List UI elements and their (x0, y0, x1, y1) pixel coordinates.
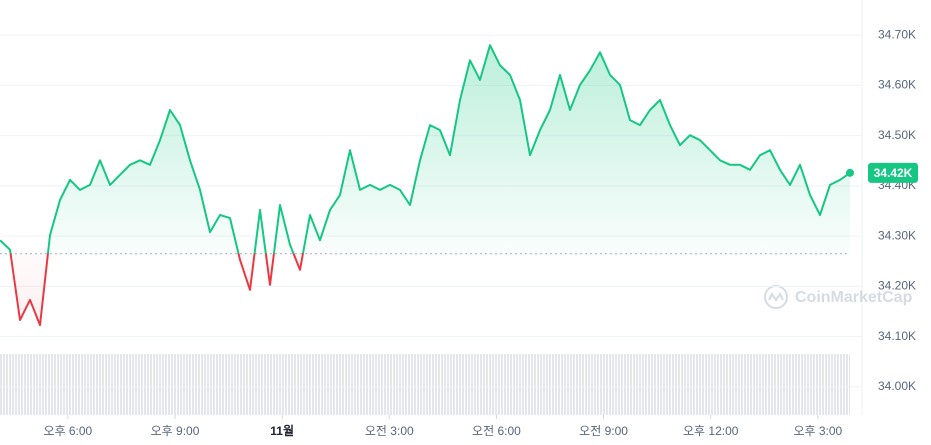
y-tick-label: 34.10K (878, 329, 916, 343)
x-tick-label: 오후 9:00 (151, 424, 200, 438)
x-tick-label: 오후 3:00 (793, 424, 842, 438)
price-line (0, 44, 851, 327)
x-tick-label: 오후 6:00 (43, 424, 92, 438)
x-tick-label: 오전 9:00 (579, 424, 628, 438)
y-tick-label: 34.70K (878, 27, 916, 41)
y-tick-label: 34.00K (878, 379, 916, 393)
x-tick-label: 오전 6:00 (472, 424, 521, 438)
y-tick-label: 34.50K (878, 128, 916, 142)
y-tick-label: 34.30K (878, 228, 916, 242)
y-tick-label: 34.20K (878, 279, 916, 293)
watermark-text: CoinMarketCap (795, 289, 913, 306)
current-price-tag (868, 162, 918, 183)
x-tick-label: 11월 (270, 423, 294, 438)
price-area (0, 45, 850, 326)
current-price-label: 34.42K (874, 166, 913, 180)
last-point (846, 168, 854, 177)
volume-band (0, 354, 850, 415)
y-tick-label: 34.60K (878, 78, 916, 92)
x-tick-label: 오후 12:00 (683, 424, 739, 438)
watermark: CoinMarketCap (764, 285, 913, 309)
x-tick-label: 오전 3:00 (365, 424, 414, 438)
